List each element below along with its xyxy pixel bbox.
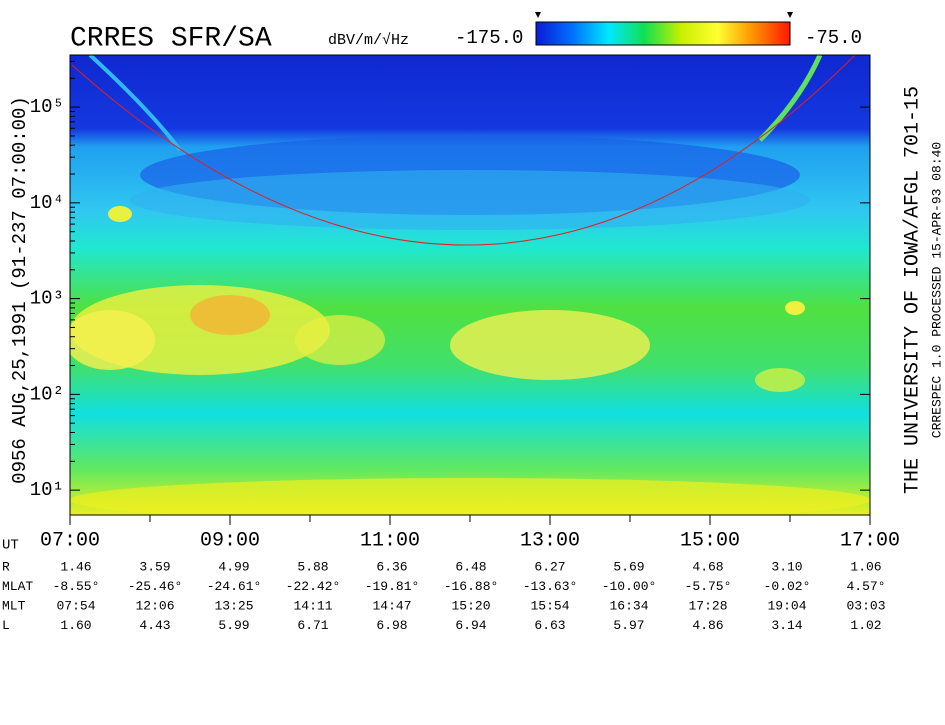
ephemeris-value: 3.59: [139, 559, 170, 574]
ephemeris-value: -0.02°: [764, 579, 811, 594]
ephemeris-value: 4.86: [692, 618, 723, 633]
y-tick-label: 10³: [30, 288, 64, 310]
y-tick-label: 10⁵: [30, 96, 64, 118]
ephemeris-value: 14:11: [293, 598, 332, 613]
ephemeris-value: -13.63°: [523, 579, 578, 594]
ephemeris-value: 6.48: [455, 559, 486, 574]
x-axis-label: UT: [2, 538, 19, 554]
colorbar-markers: [535, 12, 793, 18]
ephemeris-value: 4.57°: [846, 579, 885, 594]
ephemeris-value: -25.46°: [128, 579, 183, 594]
x-tick-label: 13:00: [520, 529, 580, 552]
ephemeris-row-label: L: [2, 618, 10, 633]
ephemeris-value: -5.75°: [685, 579, 732, 594]
ephemeris-value: 1.60: [60, 618, 91, 633]
colorbar: [535, 21, 791, 46]
y-tick-label: 10¹: [30, 479, 64, 501]
right-note: CRRESPEC 1.0 PROCESSED 15-APR-93 08:40: [929, 142, 944, 438]
ephemeris-value: 14:47: [372, 598, 411, 613]
ephemeris-value: 6.98: [376, 618, 407, 633]
ephemeris-row-label: MLAT: [2, 579, 33, 594]
ephemeris-value: 6.27: [534, 559, 565, 574]
colorbar-min-label: -175.0: [455, 27, 523, 49]
colorbar-unit: dBV/m/√Hz: [328, 31, 409, 49]
ephemeris-value: -16.88°: [444, 579, 499, 594]
x-tick-label: 09:00: [200, 529, 260, 552]
x-tick-label: 17:00: [840, 529, 900, 552]
ephemeris-value: 12:06: [135, 598, 174, 613]
ephemeris-value: -8.55°: [53, 579, 100, 594]
plasma-frequency-curve: [71, 55, 856, 246]
ephemeris-value: 6.36: [376, 559, 407, 574]
ephemeris-value: 5.88: [297, 559, 328, 574]
ephemeris-value: 03:03: [846, 598, 885, 613]
ephemeris-value: 3.10: [771, 559, 802, 574]
ephemeris-value: 5.99: [218, 618, 249, 633]
ephemeris-value: 13:25: [214, 598, 253, 613]
ephemeris-value: 6.71: [297, 618, 328, 633]
ephemeris-value: 16:34: [609, 598, 648, 613]
right-label: THE UNIVERSITY OF IOWA/AFGL 701-15: [901, 86, 924, 494]
spectrogram-image: [70, 55, 870, 515]
ephemeris-value: 1.02: [850, 618, 881, 633]
ephemeris-value: 5.69: [613, 559, 644, 574]
ephemeris-value: -22.42°: [286, 579, 341, 594]
ephemeris-value: 1.06: [850, 559, 881, 574]
ephemeris-value: 6.63: [534, 618, 565, 633]
ephemeris-value: 1.46: [60, 559, 91, 574]
ephemeris-value: 19:04: [767, 598, 806, 613]
x-tick-label: 15:00: [680, 529, 740, 552]
ephemeris-value: 07:54: [56, 598, 95, 613]
ephemeris-value: 15:54: [530, 598, 569, 613]
ephemeris-row-label: MLT: [2, 598, 26, 613]
colorbar-max-label: -75.0: [805, 27, 862, 49]
y-tick-label: 10²: [30, 383, 64, 405]
ephemeris-value: -24.61°: [207, 579, 262, 594]
ephemeris-value: 17:28: [688, 598, 727, 613]
ephemeris-value: 4.43: [139, 618, 170, 633]
ephemeris-value: 4.68: [692, 559, 723, 574]
ephemeris-value: -10.00°: [602, 579, 657, 594]
ephemeris-value: -19.81°: [365, 579, 420, 594]
x-tick-label: 07:00: [40, 529, 100, 552]
left-label: 0956 AUG,25,1991 (91-237 07:00:00): [9, 96, 31, 484]
ephemeris-value: 5.97: [613, 618, 644, 633]
x-tick-label: 11:00: [360, 529, 420, 552]
chart-title: CRRES SFR/SA: [70, 23, 272, 54]
ephemeris-value: 15:20: [451, 598, 490, 613]
y-tick-label: 10⁴: [30, 192, 64, 214]
ephemeris-row-label: R: [2, 559, 10, 574]
ephemeris-value: 3.14: [771, 618, 802, 633]
ephemeris-value: 4.99: [218, 559, 249, 574]
ephemeris-value: 6.94: [455, 618, 486, 633]
